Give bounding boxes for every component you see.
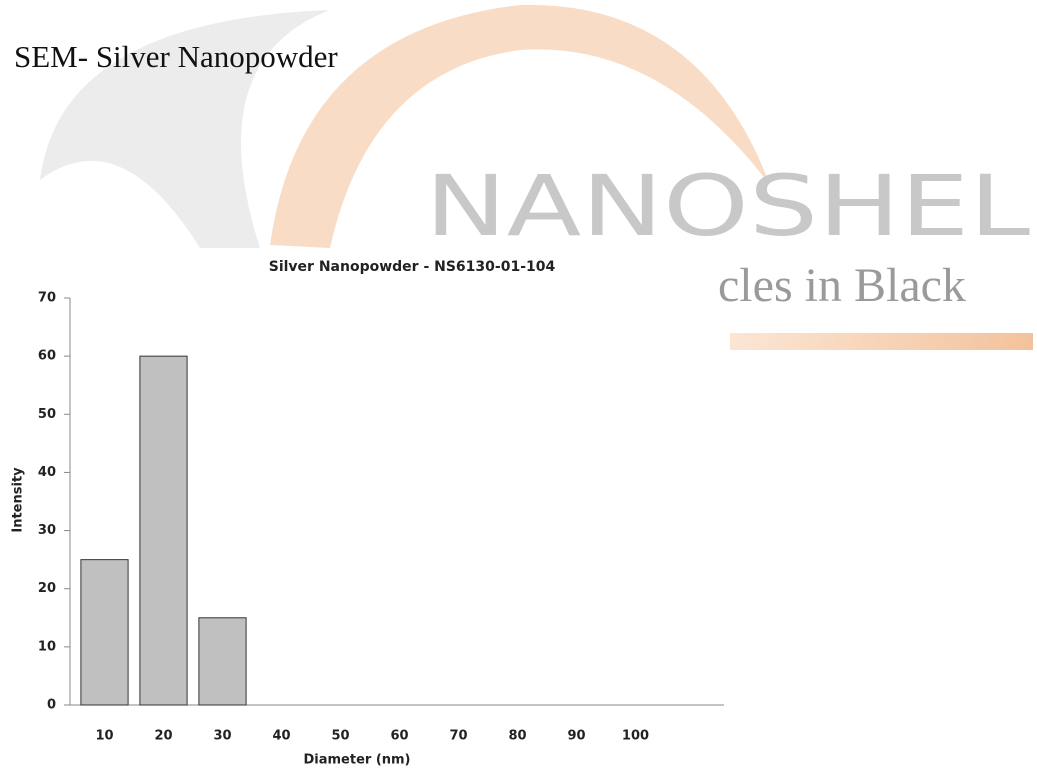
x-tick-label: 70 [449,729,467,744]
x-tick-label: 80 [508,729,526,744]
y-tick-label: 20 [38,581,56,596]
watermark-tagline: cles in Black [718,259,966,312]
watermark-arc-orange [270,4,770,248]
watermark-bar [730,333,1033,350]
y-tick-label: 30 [38,523,56,538]
bar [198,617,247,706]
watermark: NANOSHEL cles in Black [40,4,1033,350]
x-tick-label: 20 [154,729,172,744]
x-axis-title: Diameter (nm) [303,753,410,768]
x-tick-label: 40 [272,729,290,744]
x-tick-label: 60 [390,729,408,744]
y-tick-label: 0 [47,698,56,713]
x-tick-label: 100 [622,729,649,744]
y-tick-label: 60 [38,349,56,364]
x-tick-label: 10 [95,729,113,744]
y-axis-title: Intensity [11,467,26,533]
watermark-arc-gray [40,10,330,248]
watermark-brand: NANOSHEL [425,157,1030,255]
bar [80,559,129,706]
y-tick-label: 50 [38,407,56,422]
x-tick-label: 90 [567,729,585,744]
y-tick-label: 10 [38,639,56,654]
chart-title: Silver Nanopowder - NS6130-01-104 [269,259,556,275]
bar [139,355,188,706]
x-tick-label: 30 [213,729,231,744]
page-title: SEM- Silver Nanopowder [14,39,338,74]
y-tick-label: 40 [38,465,56,480]
y-tick-label: 70 [38,291,56,306]
x-tick-label: 50 [331,729,349,744]
